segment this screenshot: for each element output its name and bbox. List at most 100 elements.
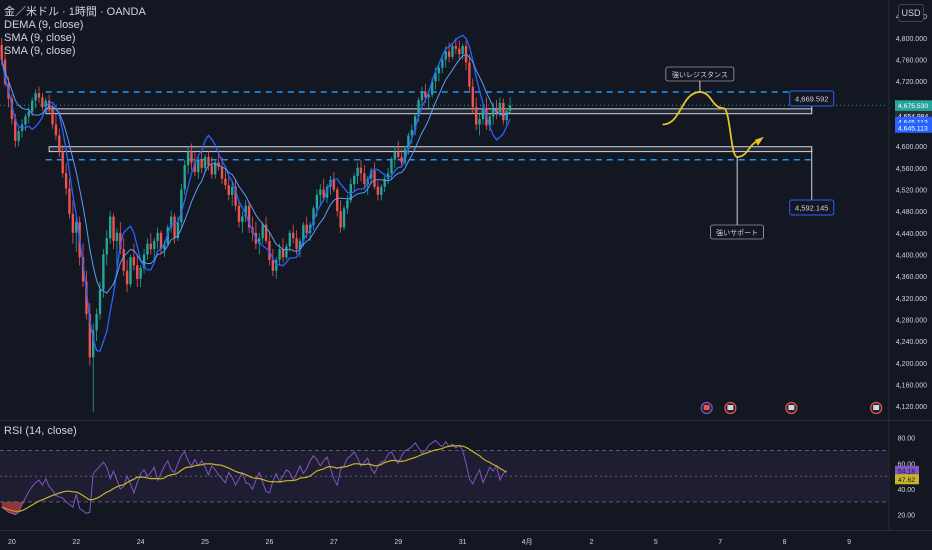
event-icon-glyph <box>788 405 795 410</box>
price-tick-label: 4,280.000 <box>896 317 927 324</box>
candle-body <box>322 189 325 198</box>
candle-body <box>159 232 163 250</box>
candle-body <box>363 173 366 185</box>
price-tick-label: 4,400.000 <box>896 252 927 259</box>
support-price-marker-box <box>789 199 835 216</box>
rsi-band <box>0 450 888 502</box>
candle-body <box>125 270 129 285</box>
candle-body <box>498 102 502 113</box>
candle-body <box>346 200 349 209</box>
price-tick-label: 4,480.000 <box>896 209 927 216</box>
candle-body <box>488 116 491 126</box>
candle-body <box>176 221 180 239</box>
rsi-tick-label: 60.00 <box>897 461 915 468</box>
candle-body <box>85 281 88 315</box>
candle-body <box>315 194 319 209</box>
candle-body <box>230 186 234 195</box>
price-tick-label: 4,200.000 <box>896 361 927 368</box>
candle-body <box>342 208 346 228</box>
candle-body <box>424 92 427 98</box>
candle-body <box>403 148 407 163</box>
price-tick-label: 4,560.000 <box>896 166 927 173</box>
candle-body <box>207 157 210 166</box>
support-price-marker-text: 4,592.145 <box>795 204 828 213</box>
candle-body <box>295 238 298 250</box>
time-tick-label: 8 <box>783 539 787 546</box>
currency-button[interactable]: USD <box>898 4 924 22</box>
rsi-tag-value: 54.18 <box>898 468 915 475</box>
resistance-callout-text: 強いレジスタンス <box>672 70 728 79</box>
indicator-sma-label-2[interactable]: SMA (9, close) <box>4 45 76 57</box>
time-tick-label: 27 <box>330 539 338 546</box>
time-tick-label: 7 <box>718 539 722 546</box>
indicator-sma-label-1[interactable]: SMA (9, close) <box>4 32 76 44</box>
candle-body <box>410 129 413 136</box>
candle-body <box>468 62 471 87</box>
time-tick-label: 2 <box>589 539 593 546</box>
candle-body <box>108 216 112 239</box>
indicator-dema-label[interactable]: DEMA (9, close) <box>4 19 84 31</box>
candle-body <box>186 151 190 166</box>
price-tag <box>895 122 932 133</box>
rsi-oversold-fill <box>1 501 46 515</box>
candle-body <box>88 314 92 358</box>
candle-body <box>169 216 173 228</box>
candle-body <box>139 268 142 279</box>
price-tick-label: 4,520.000 <box>896 188 927 195</box>
candle-body <box>502 102 505 121</box>
symbol-title[interactable]: 金／米ドル · 1時間 · OANDA <box>4 6 146 18</box>
candle-body <box>44 100 47 108</box>
candle-body <box>180 189 183 222</box>
candle-body <box>478 119 481 125</box>
resistance-callout-box <box>665 66 735 82</box>
rsi-tag <box>895 465 919 476</box>
candle-body <box>122 249 125 271</box>
time-tick-label: 5 <box>654 539 658 546</box>
candle-body <box>81 257 85 282</box>
candle-body <box>64 173 68 189</box>
candle-body <box>441 59 444 68</box>
projection-arrow-icon <box>754 136 764 146</box>
candle-body <box>407 135 410 149</box>
candle-body <box>281 249 285 258</box>
candle-body <box>244 205 247 217</box>
candle-body <box>261 224 264 239</box>
candle-body <box>27 111 30 117</box>
price-tick-label: 4,120.000 <box>896 404 927 411</box>
candle-body <box>458 48 461 55</box>
candle-body <box>505 110 508 121</box>
resistance-price-marker-box <box>789 90 835 107</box>
rsi-indicator-label[interactable]: RSI (14, close) <box>4 425 77 437</box>
event-icon-glyph <box>727 405 734 410</box>
candle-body <box>285 246 288 258</box>
candle-body <box>461 46 464 55</box>
price-tick-label: 4,320.000 <box>896 296 927 303</box>
candle-body <box>454 46 458 49</box>
time-tick-label: 20 <box>8 539 16 546</box>
candle-body <box>268 240 271 260</box>
price-tag-value: 4,645.113 <box>898 119 928 126</box>
candle-body <box>278 249 281 260</box>
candle-body <box>471 86 474 108</box>
candle-body <box>302 224 305 241</box>
event-icon-glyph <box>703 405 710 410</box>
candle-body <box>71 213 75 233</box>
candle-body <box>37 93 41 98</box>
price-tick-label: 4,720.000 <box>896 79 927 86</box>
candle-body <box>149 243 153 250</box>
time-tick-label: 24 <box>137 539 145 546</box>
rsi-tag-value: 47.62 <box>898 477 915 484</box>
candle-body <box>136 265 139 279</box>
candle-body <box>92 330 95 358</box>
candle-body <box>319 189 322 195</box>
candle-body <box>349 184 352 201</box>
candle-body <box>119 232 122 250</box>
price-tick-label: 4,160.000 <box>896 382 927 389</box>
resistance-price-marker-text: 4,669.592 <box>795 95 828 104</box>
candle-body <box>491 109 495 117</box>
candle-body <box>153 240 156 250</box>
candle-body <box>271 259 275 271</box>
candle-body <box>24 116 27 125</box>
candle-body <box>359 167 363 174</box>
